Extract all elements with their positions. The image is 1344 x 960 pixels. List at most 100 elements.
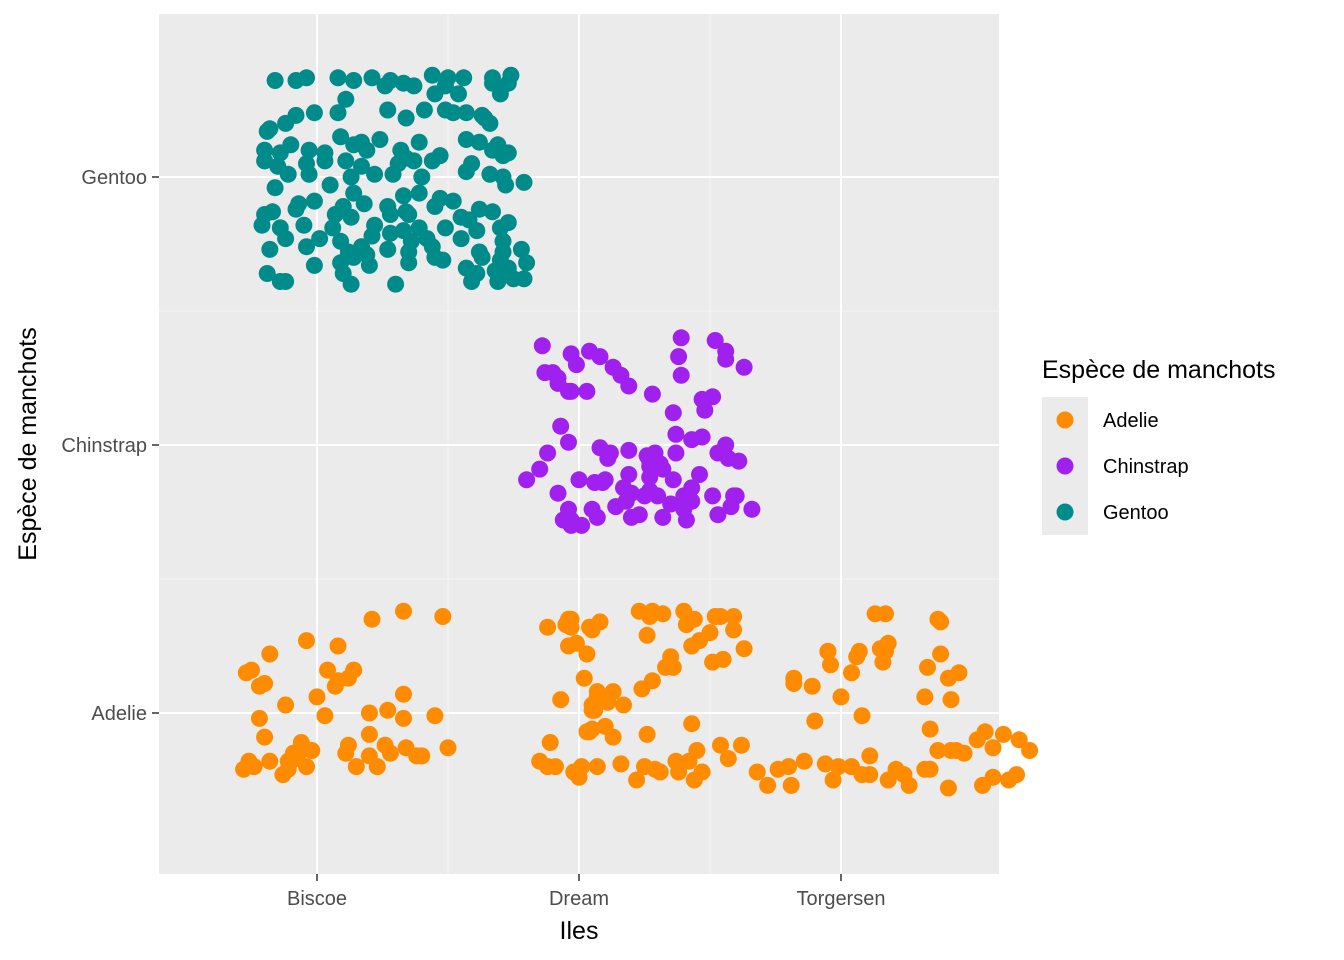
point-gentoo bbox=[345, 136, 363, 154]
legend-key-chinstrap bbox=[1056, 457, 1074, 475]
point-adelie bbox=[279, 752, 297, 770]
point-chinstrap bbox=[578, 382, 596, 400]
point-gentoo bbox=[311, 230, 329, 248]
point-gentoo bbox=[491, 85, 509, 103]
point-gentoo bbox=[491, 219, 509, 237]
point-chinstrap bbox=[709, 506, 727, 524]
point-adelie bbox=[795, 752, 813, 770]
point-gentoo bbox=[476, 109, 494, 127]
point-adelie bbox=[329, 637, 347, 655]
point-gentoo bbox=[324, 219, 342, 237]
point-adelie bbox=[735, 640, 753, 658]
point-adelie bbox=[712, 736, 729, 754]
point-gentoo bbox=[473, 248, 491, 266]
point-gentoo bbox=[366, 165, 384, 183]
point-chinstrap bbox=[630, 506, 648, 524]
point-adelie bbox=[633, 680, 651, 698]
point-adelie bbox=[780, 758, 798, 776]
point-gentoo bbox=[258, 265, 276, 282]
point-adelie bbox=[919, 658, 936, 676]
point-adelie bbox=[599, 693, 617, 711]
point-adelie bbox=[426, 707, 444, 725]
point-adelie bbox=[578, 645, 596, 663]
point-chinstrap bbox=[518, 471, 536, 489]
point-gentoo bbox=[271, 144, 289, 162]
point-gentoo bbox=[405, 152, 423, 170]
point-gentoo bbox=[400, 206, 418, 223]
point-gentoo bbox=[264, 203, 281, 221]
point-adelie bbox=[560, 637, 577, 655]
point-gentoo bbox=[316, 152, 334, 170]
point-adelie bbox=[1021, 742, 1039, 759]
point-gentoo bbox=[400, 254, 418, 272]
point-gentoo bbox=[395, 187, 412, 205]
point-adelie bbox=[929, 742, 947, 759]
point-gentoo bbox=[266, 72, 284, 89]
y-tick-label: Gentoo bbox=[81, 167, 147, 189]
point-chinstrap bbox=[743, 500, 761, 518]
point-adelie bbox=[921, 720, 939, 738]
point-chinstrap bbox=[620, 377, 638, 395]
point-gentoo bbox=[279, 165, 297, 183]
point-gentoo bbox=[298, 238, 315, 256]
point-gentoo bbox=[363, 227, 381, 245]
legend-label-adelie: Adelie bbox=[1103, 410, 1159, 432]
point-gentoo bbox=[326, 206, 344, 223]
point-gentoo bbox=[379, 101, 397, 119]
point-chinstrap bbox=[533, 337, 551, 355]
point-adelie bbox=[932, 645, 950, 663]
point-adelie bbox=[612, 755, 630, 773]
point-gentoo bbox=[266, 179, 284, 197]
point-gentoo bbox=[355, 195, 373, 213]
point-adelie bbox=[319, 661, 336, 679]
point-adelie bbox=[439, 739, 457, 757]
point-adelie bbox=[843, 664, 860, 682]
legend-label-chinstrap: Chinstrap bbox=[1103, 456, 1189, 478]
point-adelie bbox=[950, 664, 968, 682]
point-adelie bbox=[363, 610, 381, 628]
point-adelie bbox=[256, 728, 274, 746]
point-chinstrap bbox=[722, 498, 740, 516]
point-adelie bbox=[861, 766, 879, 784]
legend-label-gentoo: Gentoo bbox=[1103, 502, 1169, 524]
x-tick-label: Torgersen bbox=[797, 888, 886, 910]
point-gentoo bbox=[405, 77, 423, 95]
point-gentoo bbox=[484, 203, 501, 221]
point-adelie bbox=[641, 608, 659, 625]
point-chinstrap bbox=[638, 447, 656, 465]
point-gentoo bbox=[457, 163, 475, 181]
point-gentoo bbox=[287, 200, 305, 218]
point-adelie bbox=[565, 763, 583, 781]
legend-title: Espèce de manchots bbox=[1042, 356, 1275, 384]
point-gentoo bbox=[497, 176, 515, 194]
point-chinstrap bbox=[596, 471, 614, 489]
point-gentoo bbox=[410, 133, 428, 151]
y-axis-title: Espèce de manchots bbox=[14, 327, 42, 560]
point-gentoo bbox=[342, 208, 360, 226]
point-gentoo bbox=[256, 152, 274, 170]
point-gentoo bbox=[457, 104, 475, 122]
point-adelie bbox=[360, 725, 378, 743]
point-adelie bbox=[316, 707, 334, 725]
point-chinstrap bbox=[562, 382, 580, 400]
point-adelie bbox=[725, 608, 743, 625]
point-adelie bbox=[701, 624, 719, 642]
point-gentoo bbox=[295, 216, 313, 234]
point-adelie bbox=[921, 760, 939, 778]
point-chinstrap bbox=[691, 466, 708, 483]
y-tick-label: Adelie bbox=[91, 703, 147, 725]
point-gentoo bbox=[363, 69, 381, 87]
point-adelie bbox=[434, 608, 452, 625]
point-adelie bbox=[638, 725, 656, 743]
point-chinstrap bbox=[649, 487, 667, 505]
point-chinstrap bbox=[549, 484, 567, 502]
point-chinstrap bbox=[664, 404, 682, 422]
point-gentoo bbox=[258, 122, 276, 140]
point-gentoo bbox=[261, 240, 279, 258]
point-adelie bbox=[984, 739, 1002, 757]
point-gentoo bbox=[300, 141, 318, 159]
point-gentoo bbox=[381, 206, 399, 223]
point-gentoo bbox=[360, 256, 378, 274]
point-adelie bbox=[546, 758, 564, 776]
point-gentoo bbox=[426, 198, 444, 215]
